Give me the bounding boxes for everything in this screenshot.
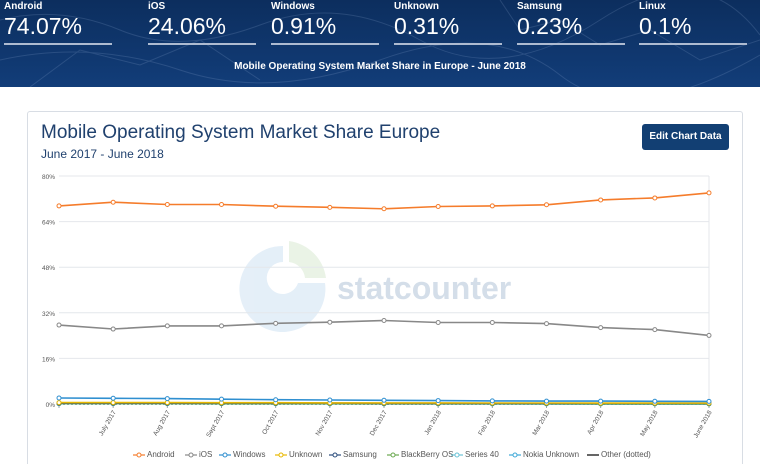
legend-item[interactable]: Samsung: [329, 450, 377, 459]
data-point[interactable]: [111, 200, 115, 204]
data-point[interactable]: [707, 191, 711, 195]
x-tick-label: July 2017: [98, 409, 118, 437]
legend-marker-icon: [185, 452, 197, 458]
watermark-text: statcounter: [337, 270, 511, 306]
data-point[interactable]: [707, 399, 711, 403]
y-tick-label: 64%: [42, 220, 55, 227]
series-ios: [57, 318, 711, 337]
legend-label: Samsung: [343, 450, 377, 459]
data-point[interactable]: [165, 324, 169, 328]
data-point[interactable]: [111, 327, 115, 331]
data-point[interactable]: [490, 204, 494, 208]
y-tick-label: 0%: [46, 402, 56, 409]
x-tick-label: Dec 2017: [369, 409, 389, 437]
statcounter-watermark: statcounter: [239, 241, 511, 332]
data-point[interactable]: [653, 399, 657, 403]
x-tick-label: Nov 2017: [315, 409, 335, 437]
data-point[interactable]: [545, 399, 549, 403]
legend-label: Nokia Unknown: [523, 450, 579, 459]
legend-label: Series 40: [465, 450, 499, 459]
data-point[interactable]: [165, 397, 169, 401]
x-tick-label: Jan 2018: [423, 409, 443, 436]
y-tick-label: 80%: [42, 174, 55, 181]
legend-line-icon: [587, 452, 599, 458]
legend-item[interactable]: iOS: [185, 450, 212, 459]
data-point[interactable]: [707, 333, 711, 337]
data-point[interactable]: [436, 399, 440, 403]
legend-label: Other (dotted): [601, 450, 651, 459]
x-tick-label: Oct 2017: [261, 409, 280, 436]
legend-item[interactable]: Series 40: [451, 450, 499, 459]
x-tick-label: Aug 2017: [152, 409, 172, 437]
legend-marker-icon: [451, 452, 463, 458]
legend-item[interactable]: Windows: [219, 450, 265, 459]
data-point[interactable]: [57, 204, 61, 208]
legend-item[interactable]: Nokia Unknown: [509, 450, 579, 459]
y-axis: 0% 16% 32% 48% 64% 80%: [42, 174, 55, 409]
legend-marker-icon: [329, 452, 341, 458]
data-point[interactable]: [382, 398, 386, 402]
statcounter-logo-icon: [239, 241, 326, 332]
y-tick-label: 16%: [42, 356, 55, 363]
data-point[interactable]: [599, 326, 603, 330]
data-point[interactable]: [382, 207, 386, 211]
legend-item[interactable]: BlackBerry OS: [387, 450, 453, 459]
data-point[interactable]: [382, 318, 386, 322]
data-point[interactable]: [490, 399, 494, 403]
data-point[interactable]: [165, 401, 169, 405]
data-point[interactable]: [545, 322, 549, 326]
data-point[interactable]: [653, 328, 657, 332]
legend-item[interactable]: Android: [133, 450, 175, 459]
legend-marker-icon: [219, 452, 231, 458]
legend-marker-icon: [133, 452, 145, 458]
data-point[interactable]: [111, 401, 115, 405]
data-point[interactable]: [545, 203, 549, 207]
data-point[interactable]: [490, 320, 494, 324]
legend-label: Windows: [233, 450, 265, 459]
legend-label: BlackBerry OS: [401, 450, 453, 459]
data-point[interactable]: [220, 324, 224, 328]
x-tick-label: June 2018: [692, 409, 713, 439]
data-point[interactable]: [220, 203, 224, 207]
chart-legend: Android iOS Windows Unknown Samsung BlackBerr…: [0, 447, 760, 461]
x-axis: July 2017 Aug 2017 Sept 2017 Oct 2017 Nov 20…: [59, 404, 714, 439]
data-point[interactable]: [653, 196, 657, 200]
x-tick-label: Apr 2018: [586, 409, 605, 436]
data-point[interactable]: [328, 398, 332, 402]
data-point[interactable]: [57, 401, 61, 405]
x-tick-label: Mar 2018: [531, 409, 551, 437]
data-point[interactable]: [599, 399, 603, 403]
legend-label: iOS: [199, 450, 212, 459]
data-point[interactable]: [274, 321, 278, 325]
data-point[interactable]: [165, 203, 169, 207]
data-point[interactable]: [436, 204, 440, 208]
data-point[interactable]: [220, 397, 224, 401]
legend-item[interactable]: Unknown: [275, 450, 322, 459]
data-point[interactable]: [57, 396, 61, 400]
data-point[interactable]: [328, 205, 332, 209]
data-point[interactable]: [111, 396, 115, 400]
y-tick-label: 32%: [42, 311, 55, 318]
data-point[interactable]: [328, 320, 332, 324]
legend-label: Unknown: [289, 450, 322, 459]
data-point[interactable]: [599, 198, 603, 202]
series-android: [57, 191, 711, 211]
legend-label: Android: [147, 450, 175, 459]
y-tick-label: 48%: [42, 265, 55, 272]
data-point[interactable]: [436, 320, 440, 324]
legend-marker-icon: [509, 452, 521, 458]
data-point[interactable]: [57, 323, 61, 327]
data-point[interactable]: [274, 398, 278, 402]
x-tick-label: Sept 2017: [205, 409, 226, 439]
legend-item[interactable]: Other (dotted): [587, 450, 651, 459]
x-tick-label: May 2018: [639, 409, 660, 438]
legend-marker-icon: [387, 452, 399, 458]
x-tick-label: Feb 2018: [477, 409, 497, 437]
legend-marker-icon: [275, 452, 287, 458]
data-point[interactable]: [274, 204, 278, 208]
